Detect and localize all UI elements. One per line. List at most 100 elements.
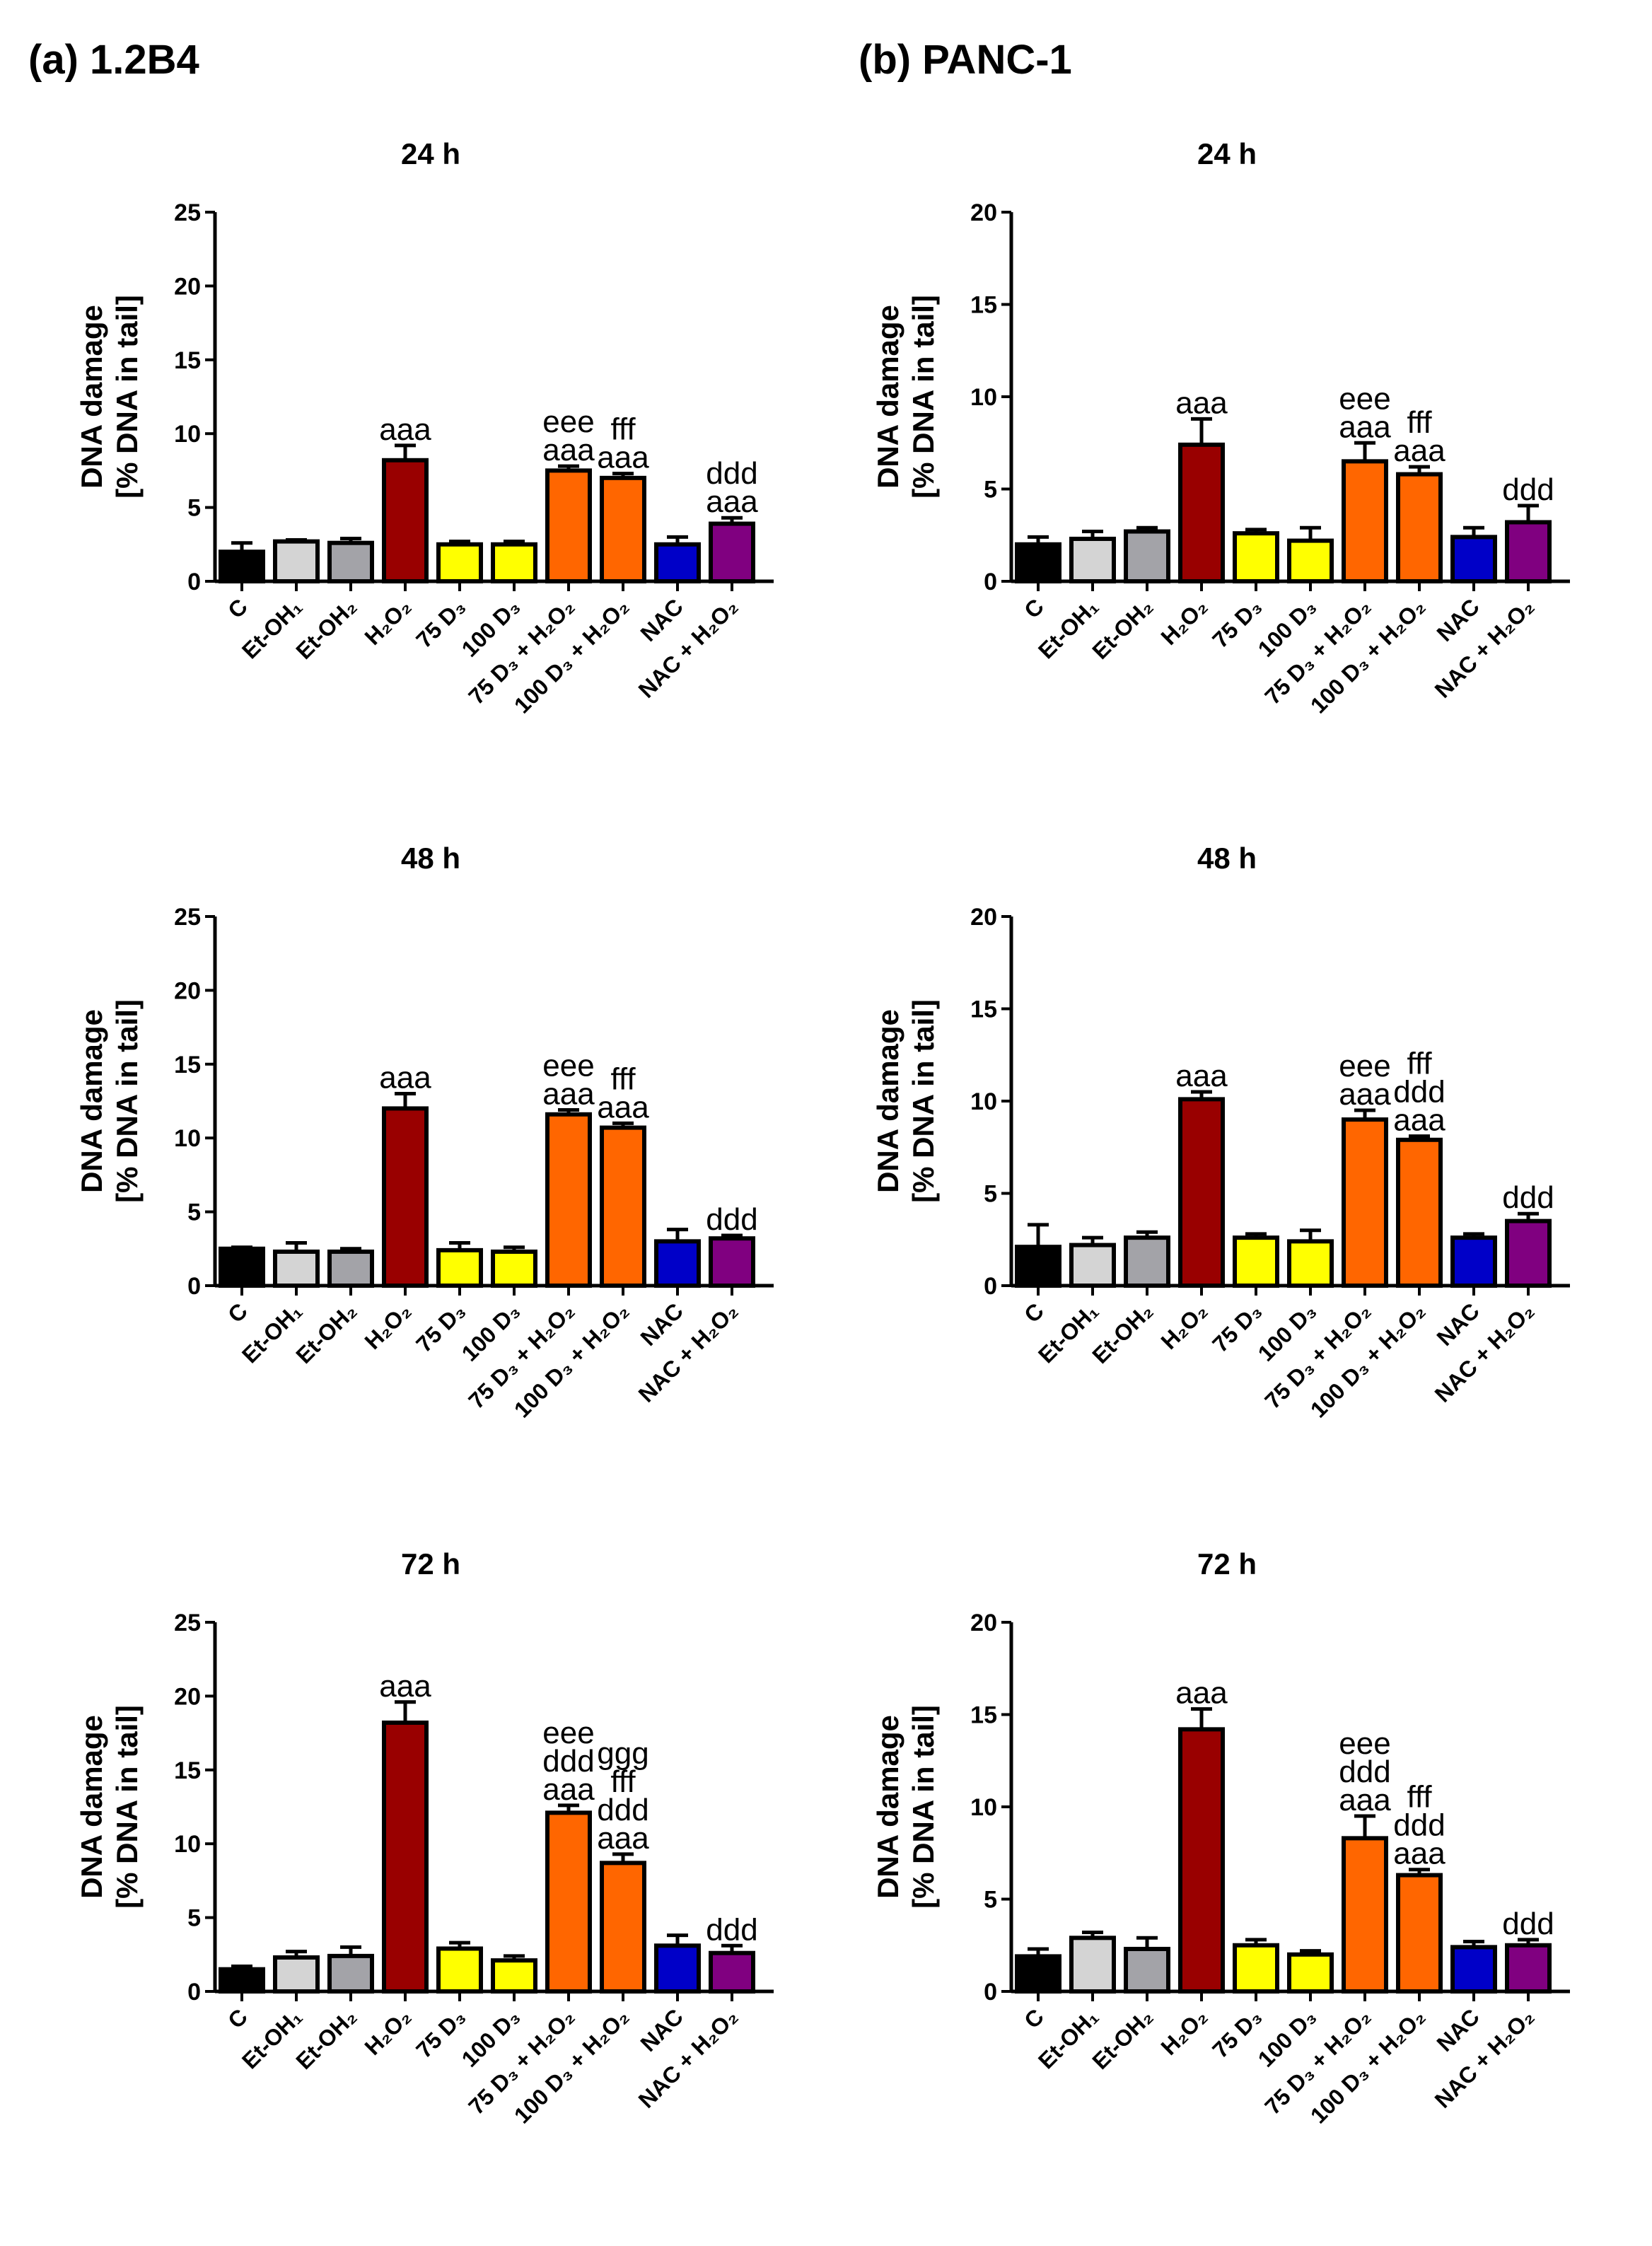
bar — [327, 540, 374, 583]
bar — [491, 542, 537, 583]
chart-title: 72 h — [1197, 1547, 1257, 1581]
y-tick-label: 0 — [187, 1273, 201, 1300]
y-tick-label: 20 — [970, 199, 997, 226]
x-tick-label: NAC + H₂O₂ — [1430, 593, 1539, 702]
x-tick-label: Et-OH₂ — [1087, 1298, 1158, 1368]
y-tick-label: 10 — [970, 1088, 997, 1115]
x-tick-label: NAC + H₂O₂ — [634, 593, 743, 702]
y-tick-label: 15 — [174, 1052, 201, 1078]
bar — [382, 1106, 429, 1288]
y-tick-label: 5 — [187, 1905, 201, 1932]
significance-label: ddd — [706, 456, 757, 491]
bar — [219, 1246, 265, 1288]
significance-label: fff — [610, 412, 636, 447]
bar — [1069, 1936, 1116, 1994]
x-tick-label: C — [223, 2003, 252, 2033]
bar — [1069, 536, 1116, 583]
y-tick-label: 0 — [984, 569, 997, 595]
significance-label: aaa — [597, 1090, 649, 1124]
bar — [382, 1720, 429, 1994]
x-tick-label: H₂O₂ — [359, 593, 416, 650]
significance-label: ddd — [1339, 1755, 1390, 1789]
significance-label: eee — [542, 405, 594, 439]
x-tick-label: NAC + H₂O₂ — [634, 1298, 743, 1407]
chart-title: 48 h — [1197, 842, 1257, 875]
x-tick-label: Et-OH₁ — [237, 1298, 307, 1368]
significance-label: aaa — [706, 484, 758, 519]
bar — [1233, 1235, 1279, 1288]
bar — [709, 1950, 755, 1994]
y-tick-label: 10 — [174, 1125, 201, 1152]
significance-label: fff — [1407, 1047, 1432, 1081]
bar — [1342, 1117, 1388, 1288]
y-tick-label: 10 — [970, 1794, 997, 1821]
significance-label: fff — [610, 1061, 636, 1096]
x-tick-label: H₂O₂ — [1156, 2003, 1212, 2060]
bar — [219, 549, 265, 583]
bar — [1396, 1873, 1443, 1994]
bar — [436, 1247, 483, 1288]
significance-label: aaa — [1339, 409, 1391, 444]
significance-label: ddd — [706, 1202, 757, 1237]
significance-label: eee — [1339, 1726, 1390, 1761]
significance-label: ddd — [1502, 1907, 1554, 1941]
bar — [1178, 1727, 1225, 1994]
y-axis-label: DNA damage — [871, 305, 904, 489]
bar — [1015, 1245, 1061, 1288]
y-tick-label: 15 — [970, 292, 997, 319]
bar — [1396, 1137, 1443, 1288]
y-tick-label: 10 — [970, 384, 997, 411]
y-tick-label: 25 — [174, 199, 201, 226]
significance-label: eee — [1339, 381, 1390, 416]
x-tick-label: NAC + H₂O₂ — [634, 2003, 743, 2112]
bar — [1015, 542, 1061, 583]
x-tick-label: NAC + H₂O₂ — [1430, 1298, 1539, 1407]
significance-label: ddd — [542, 1744, 594, 1779]
significance-label: ddd — [1502, 472, 1554, 507]
bar — [709, 521, 755, 583]
bar — [1178, 1097, 1225, 1288]
x-tick-label: Et-OH₂ — [1087, 593, 1158, 664]
significance-label: aaa — [1393, 1837, 1446, 1871]
chart-5: 72 h DNA damage [% DNA in tail] 0 5 10 15 20 25 C… — [75, 1547, 774, 2129]
y-tick-label: 0 — [187, 1979, 201, 2006]
x-tick-label: H₂O₂ — [1156, 593, 1212, 650]
significance-label: aaa — [1393, 1103, 1446, 1138]
y-tick-label: 0 — [187, 569, 201, 595]
bar — [545, 468, 592, 584]
x-tick-label: C — [1019, 2003, 1049, 2033]
bar — [273, 1249, 320, 1288]
x-tick-label: C — [1019, 1298, 1049, 1327]
x-tick-label: C — [1019, 593, 1049, 623]
significance-label: ddd — [706, 1912, 757, 1947]
bar — [1069, 1243, 1116, 1288]
significance-label: aaa — [1175, 1676, 1228, 1711]
significance-label: aaa — [542, 433, 595, 467]
bar — [654, 1239, 701, 1288]
y-axis-label: [% DNA in tail] — [907, 295, 940, 499]
x-tick-label: NAC + H₂O₂ — [1430, 2003, 1539, 2112]
y-tick-label: 15 — [970, 996, 997, 1023]
y-tick-label: 5 — [187, 1199, 201, 1226]
bar — [1342, 459, 1388, 583]
bar — [600, 1861, 646, 1994]
y-axis-label: DNA damage — [75, 305, 108, 489]
bar — [382, 458, 429, 583]
significance-label: aaa — [542, 1772, 595, 1807]
bar — [327, 1249, 374, 1288]
y-tick-label: 25 — [174, 1610, 201, 1636]
significance-label: ddd — [597, 1793, 648, 1827]
chart-1: 24 h DNA damage [% DNA in tail] 0 5 10 15 20 25 C… — [75, 137, 774, 718]
bar — [436, 1946, 483, 1994]
chart-title: 72 h — [401, 1547, 460, 1581]
bar — [1505, 1218, 1552, 1288]
y-tick-label: 5 — [984, 1181, 997, 1208]
significance-label: aaa — [597, 1821, 649, 1856]
bar — [1015, 1954, 1061, 1994]
significance-label: aaa — [1175, 1059, 1228, 1093]
x-tick-label: Et-OH₁ — [237, 593, 307, 663]
significance-label: aaa — [379, 412, 431, 447]
x-tick-label: Et-OH₂ — [291, 593, 361, 664]
